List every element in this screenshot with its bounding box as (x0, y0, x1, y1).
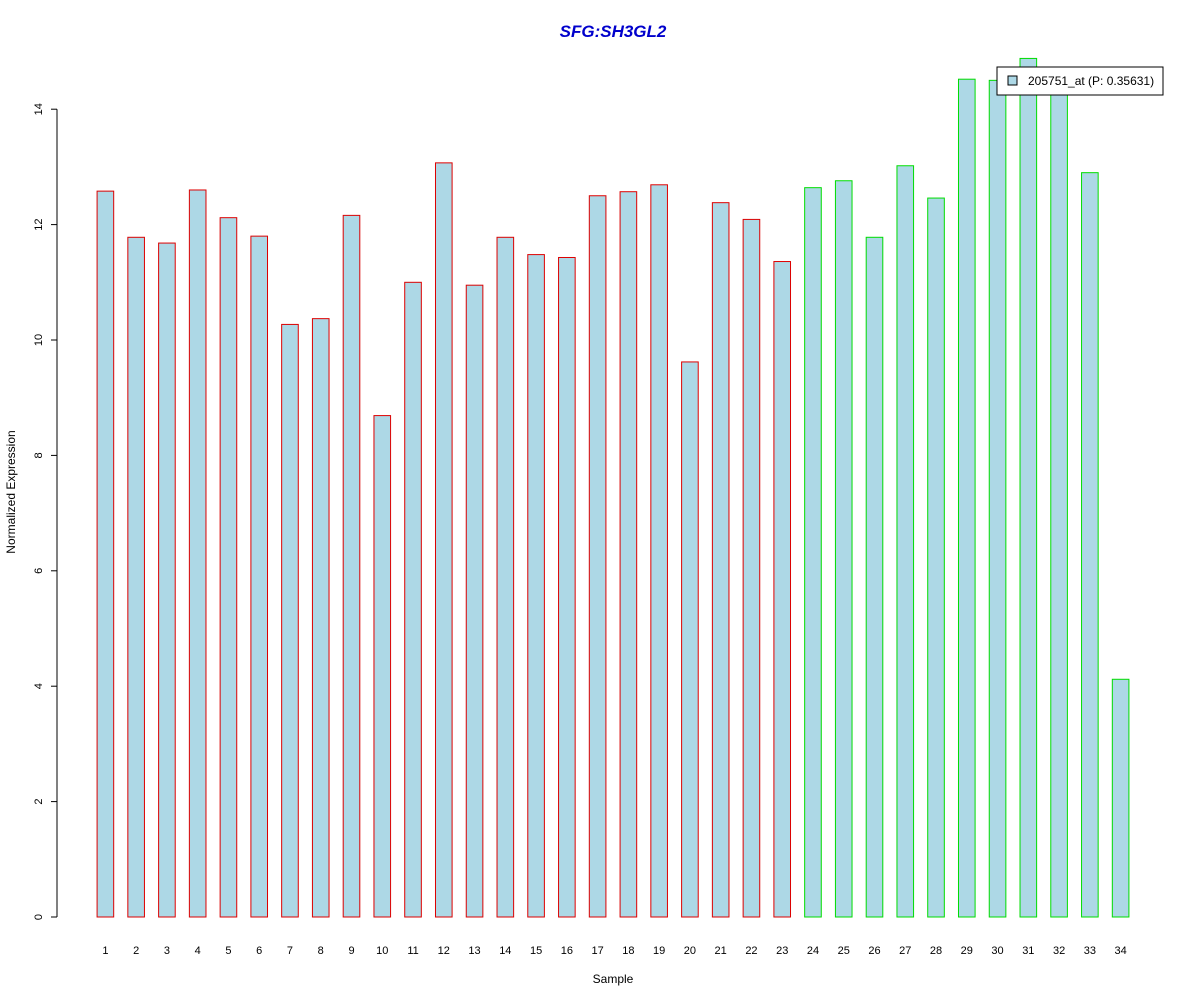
bar-sample-14 (496, 236, 515, 918)
x-axis-tick-labels: 1 2 3 4 5 6 7 8 9 10 11 12 13 14 15 16 17 18 19 20 21 22 23 24 2… (102, 945, 1126, 957)
bar-sample-29 (957, 78, 976, 918)
y-tick-label: 10 (33, 334, 45, 346)
x-tick-label: 29 (961, 945, 973, 957)
x-tick-label: 12 (438, 945, 450, 957)
y-axis: 0 2 4 6 8 10 12 14 (33, 103, 58, 920)
chart-title: SFG:SH3GL2 (560, 22, 667, 41)
bar-sample-5 (219, 217, 238, 918)
bar-sample-23 (773, 261, 792, 918)
bar-sample-13 (465, 284, 484, 918)
bar-sample-18 (619, 191, 638, 918)
x-tick-label: 2 (133, 945, 139, 957)
legend-swatch (1007, 75, 1018, 86)
x-tick-label: 27 (899, 945, 911, 957)
x-tick-label: 25 (838, 945, 850, 957)
x-tick-label: 22 (745, 945, 757, 957)
bar-sample-34 (1111, 678, 1130, 918)
bar-sample-16 (558, 256, 576, 918)
x-tick-label: 30 (991, 945, 1003, 957)
bar-sample-25 (834, 180, 853, 918)
x-tick-label: 32 (1053, 945, 1065, 957)
x-tick-label: 17 (591, 945, 603, 957)
x-tick-label: 6 (256, 945, 262, 957)
bar-sample-19 (650, 184, 668, 918)
x-tick-label: 23 (776, 945, 788, 957)
bar-sample-4 (188, 189, 207, 918)
x-axis-label: Sample (593, 972, 634, 986)
x-tick-label: 13 (468, 945, 480, 957)
bar-sample-8 (311, 318, 330, 918)
y-tick-label: 6 (33, 568, 45, 574)
legend-box (996, 66, 1164, 96)
x-tick-label: 15 (530, 945, 542, 957)
bar-sample-17 (588, 195, 607, 918)
x-tick-label: 14 (499, 945, 511, 957)
bar-sample-10 (373, 415, 392, 918)
bar-sample-28 (927, 197, 945, 918)
bar-sample-30 (988, 79, 1007, 918)
x-tick-label: 31 (1022, 945, 1034, 957)
x-tick-label: 28 (930, 945, 942, 957)
x-tick-label: 10 (376, 945, 388, 957)
bar-sample-15 (527, 254, 545, 918)
x-tick-label: 9 (348, 945, 354, 957)
x-tick-label: 11 (407, 945, 418, 957)
bar-sample-1 (96, 190, 115, 918)
bar-sample-2 (127, 236, 145, 918)
bar-sample-24 (804, 187, 822, 918)
bar-sample-11 (404, 281, 422, 918)
x-tick-label: 1 (102, 945, 108, 957)
x-tick-label: 21 (715, 945, 727, 957)
bar-sample-21 (711, 202, 730, 918)
bar-sample-3 (158, 242, 176, 918)
x-tick-label: 34 (1114, 945, 1126, 957)
bar-sample-32 (1050, 82, 1068, 918)
x-tick-label: 33 (1084, 945, 1096, 957)
x-tick-label: 5 (225, 945, 231, 957)
bar-sample-22 (742, 218, 761, 918)
y-tick-label: 14 (33, 103, 45, 115)
bar-sample-7 (281, 323, 299, 918)
bar-sample-27 (896, 165, 915, 918)
legend-label: 205751_at (P: 0.35631) (1028, 74, 1154, 88)
y-tick-label: 8 (33, 452, 45, 458)
x-tick-label: 7 (287, 945, 293, 957)
x-tick-label: 26 (868, 945, 880, 957)
x-tick-label: 3 (164, 945, 170, 957)
x-tick-label: 4 (195, 945, 201, 957)
y-tick-label: 12 (33, 218, 45, 230)
bar-sample-33 (1081, 172, 1099, 918)
x-tick-label: 20 (684, 945, 696, 957)
bar-sample-6 (250, 235, 269, 918)
y-tick-label: 4 (33, 683, 45, 689)
y-tick-label: 2 (33, 799, 45, 805)
x-tick-label: 18 (622, 945, 634, 957)
legend: 205751_at (P: 0.35631) (996, 66, 1164, 96)
x-tick-label: 16 (561, 945, 573, 957)
y-axis-label: Normalized Expression (4, 430, 18, 553)
bar-sample-20 (681, 361, 699, 918)
x-tick-label: 8 (318, 945, 324, 957)
bars (96, 57, 1130, 918)
bar-sample-12 (434, 162, 453, 918)
x-tick-label: 19 (653, 945, 665, 957)
x-tick-label: 24 (807, 945, 819, 957)
bar-sample-26 (865, 236, 884, 918)
y-tick-label: 0 (33, 914, 45, 920)
bar-sample-31 (1019, 57, 1038, 918)
bar-sample-9 (342, 214, 361, 918)
